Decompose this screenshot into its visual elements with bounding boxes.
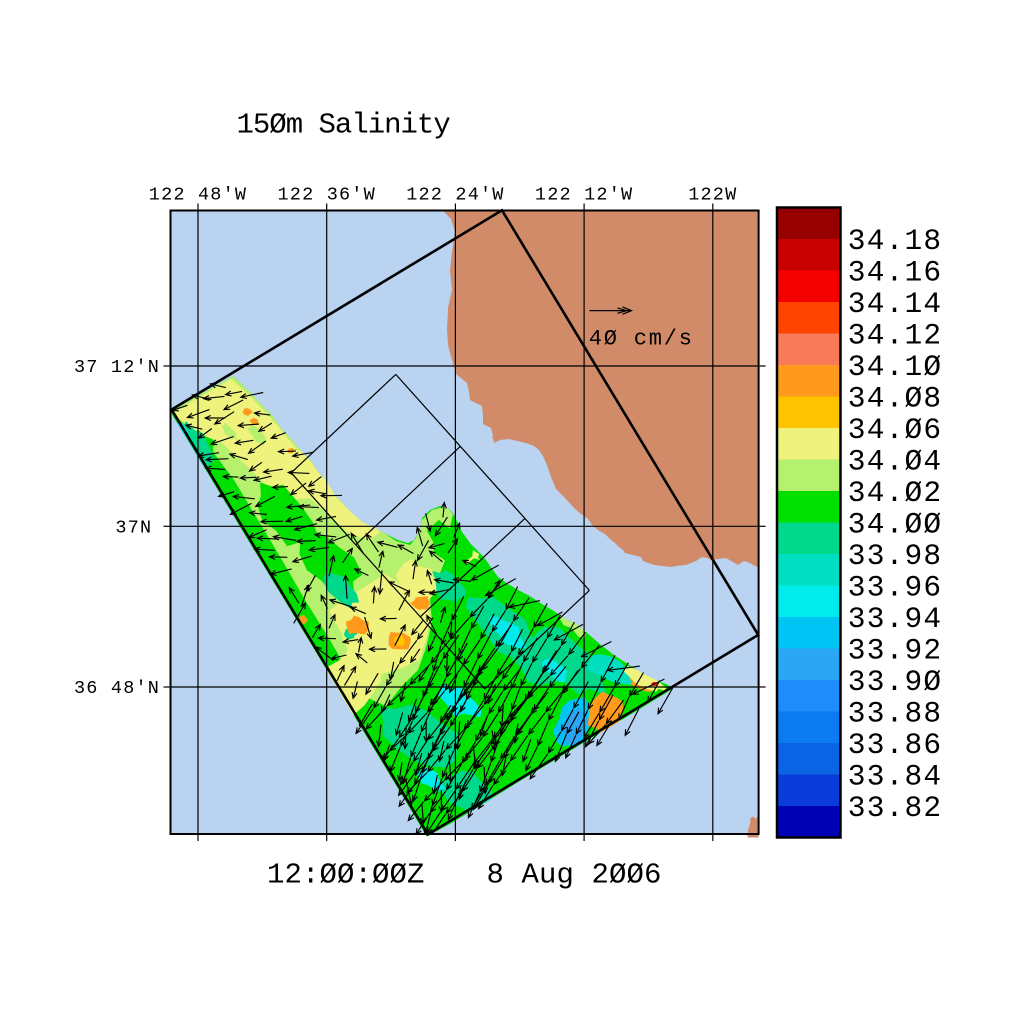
- svg-text:122 24'W: 122 24'W: [406, 185, 504, 206]
- svg-text:34.12: 34.12: [848, 319, 943, 353]
- svg-text:12:ØØ:ØØZ: 12:ØØ:ØØZ: [267, 858, 425, 891]
- svg-text:33.9Ø: 33.9Ø: [848, 665, 943, 699]
- svg-text:34.16: 34.16: [848, 256, 943, 290]
- svg-text:37N: 37N: [115, 518, 152, 539]
- svg-text:33.94: 33.94: [848, 602, 943, 636]
- svg-text:122W: 122W: [688, 185, 737, 206]
- svg-text:34.Ø8: 34.Ø8: [848, 382, 943, 416]
- svg-text:34.ØØ: 34.ØØ: [848, 508, 943, 542]
- svg-text:33.84: 33.84: [848, 760, 943, 794]
- svg-text:33.98: 33.98: [848, 539, 943, 573]
- svg-text:4Ø cm/s: 4Ø cm/s: [589, 326, 694, 351]
- svg-text:8 Aug 2ØØ6: 8 Aug 2ØØ6: [487, 858, 662, 891]
- svg-text:33.96: 33.96: [848, 571, 943, 605]
- svg-text:33.92: 33.92: [848, 634, 943, 668]
- svg-text:33.88: 33.88: [848, 697, 943, 731]
- svg-text:122 48'W: 122 48'W: [149, 185, 247, 206]
- svg-text:33.82: 33.82: [848, 791, 943, 825]
- svg-text:34.18: 34.18: [848, 224, 943, 258]
- svg-text:34.Ø4: 34.Ø4: [848, 445, 943, 479]
- svg-text:122 36'W: 122 36'W: [278, 185, 376, 206]
- svg-text:122 12'W: 122 12'W: [535, 185, 633, 206]
- svg-text:34.Ø2: 34.Ø2: [848, 476, 943, 510]
- svg-text:36 48'N: 36 48'N: [74, 678, 160, 699]
- svg-text:34.14: 34.14: [848, 287, 943, 321]
- svg-text:34.1Ø: 34.1Ø: [848, 350, 943, 384]
- svg-text:33.86: 33.86: [848, 728, 943, 762]
- svg-text:15Øm Salinity: 15Øm Salinity: [237, 109, 451, 142]
- svg-text:37 12'N: 37 12'N: [74, 357, 160, 378]
- svg-text:34.Ø6: 34.Ø6: [848, 413, 943, 447]
